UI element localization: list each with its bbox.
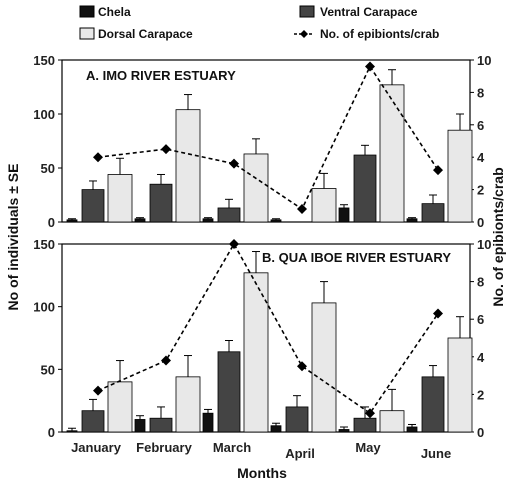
bar-dorsal bbox=[107, 381, 133, 433]
legend-swatch-dorsal-carapace bbox=[79, 27, 95, 40]
bar-dorsal bbox=[175, 376, 201, 433]
epibionts-point bbox=[297, 361, 307, 372]
y-tick-label: 100 bbox=[33, 107, 55, 122]
legend: Chela Ventral Carapace Dorsal Carapace No. … bbox=[79, 5, 439, 41]
y-tick-label: 0 bbox=[48, 425, 55, 440]
epibionts-point bbox=[229, 158, 239, 169]
x-axis-title: Months bbox=[237, 465, 287, 481]
epibionts-line bbox=[97, 64, 439, 211]
x-tick-label: April bbox=[285, 446, 315, 461]
y-right-tick-label: 10 bbox=[477, 237, 491, 252]
bar-dorsal bbox=[311, 188, 337, 223]
y-right-tick-label: 0 bbox=[477, 425, 484, 440]
bar-dorsal bbox=[447, 129, 473, 223]
y-tick-label: 150 bbox=[33, 53, 55, 68]
y-axis-title: No of individuals ± SE bbox=[5, 164, 21, 311]
bar-ventral bbox=[149, 417, 173, 433]
epibionts-point bbox=[297, 204, 307, 215]
bar-chela bbox=[270, 425, 282, 433]
y-tick-label: 100 bbox=[33, 300, 55, 315]
bar-ventral bbox=[81, 189, 105, 223]
y-axis-title-right: No. of epibionts/crab bbox=[490, 167, 506, 306]
bar-chela bbox=[270, 219, 282, 223]
legend-label-dorsal-carapace: Dorsal Carapace bbox=[98, 27, 193, 41]
bar-dorsal bbox=[175, 109, 201, 223]
bar-chela bbox=[134, 218, 146, 223]
bar-ventral bbox=[149, 183, 173, 223]
epibionts-point bbox=[93, 152, 103, 163]
panel-a: 0 50 100 150 0 2 4 6 8 10 A. IMO RIVER ESTUARY bbox=[33, 53, 491, 230]
bar-chela bbox=[66, 430, 78, 433]
x-tick-label: May bbox=[355, 440, 381, 455]
bar-ventral bbox=[81, 410, 105, 433]
bar-ventral bbox=[421, 203, 445, 223]
legend-marker bbox=[300, 30, 308, 38]
epibionts-point bbox=[93, 385, 103, 396]
y-right-tick-label: 2 bbox=[477, 183, 484, 198]
x-tick-labels: January February March April May June bbox=[71, 440, 451, 461]
bar-dorsal bbox=[243, 272, 269, 433]
bar-ventral bbox=[285, 406, 309, 433]
bar-ventral bbox=[353, 417, 377, 433]
y-right-tick-label: 8 bbox=[477, 85, 484, 100]
y-right-tick-label: 2 bbox=[477, 387, 484, 402]
bar-chela bbox=[202, 218, 214, 223]
bar-dorsal bbox=[107, 174, 133, 223]
y-tick-label: 0 bbox=[48, 215, 55, 230]
bar-chela bbox=[134, 419, 146, 433]
legend-label-no-of-epibionts-crab: No. of epibionts/crab bbox=[320, 27, 439, 41]
y-right-tick-label: 0 bbox=[477, 215, 484, 230]
bar-chela bbox=[406, 218, 418, 223]
y-tick-label: 150 bbox=[33, 237, 55, 252]
bar-ventral bbox=[217, 207, 241, 223]
y-right-tick-label: 4 bbox=[477, 350, 485, 365]
bar-dorsal bbox=[379, 84, 405, 223]
legend-label-chela: Chela bbox=[98, 5, 131, 19]
legend-label-ventral-carapace: Ventral Carapace bbox=[320, 5, 418, 19]
y-right-tick-label: 4 bbox=[477, 150, 485, 165]
bar-dorsal bbox=[447, 337, 473, 433]
bar-chela bbox=[338, 429, 350, 433]
y-tick-label: 50 bbox=[41, 362, 55, 377]
epibionts-point bbox=[433, 165, 443, 176]
bar-ventral bbox=[421, 376, 445, 433]
legend-swatch-chela bbox=[79, 5, 95, 18]
epibionts-line bbox=[97, 242, 439, 415]
legend-swatch-ventral-carapace bbox=[299, 5, 315, 18]
bar-ventral bbox=[217, 351, 241, 433]
bar-dorsal bbox=[379, 410, 405, 433]
y-tick-label: 50 bbox=[41, 161, 55, 176]
y-right-tick-label: 6 bbox=[477, 118, 484, 133]
bar-dorsal bbox=[243, 153, 269, 223]
bar-ventral bbox=[353, 154, 377, 223]
x-tick-label: January bbox=[71, 440, 122, 455]
epibionts-point bbox=[365, 408, 375, 419]
y-right-tick-label: 10 bbox=[477, 53, 491, 68]
y-right-tick-label: 6 bbox=[477, 312, 484, 327]
bar-chela bbox=[338, 207, 350, 223]
bar-dorsal bbox=[311, 302, 337, 433]
x-tick-label: February bbox=[136, 440, 192, 455]
epibionts-point bbox=[161, 355, 171, 366]
panel-b: 0 50 100 150 0 2 4 6 8 10 B. QUA IBOE RIVER ESTUAR… bbox=[33, 237, 491, 440]
y-right-tick-label: 8 bbox=[477, 275, 484, 290]
bar-chela bbox=[66, 219, 78, 223]
bar-chela bbox=[202, 412, 214, 433]
epibionts-point bbox=[433, 308, 443, 319]
epibionts-point bbox=[161, 144, 171, 155]
bar-chela bbox=[406, 426, 418, 433]
epibionts-point bbox=[365, 61, 375, 72]
x-tick-label: March bbox=[213, 440, 251, 455]
panel-title: A. IMO RIVER ESTUARY bbox=[86, 68, 236, 83]
panel-title: B. QUA IBOE RIVER ESTUARY bbox=[262, 250, 451, 265]
epibionts-point bbox=[229, 239, 239, 249]
x-tick-label: June bbox=[421, 446, 451, 461]
